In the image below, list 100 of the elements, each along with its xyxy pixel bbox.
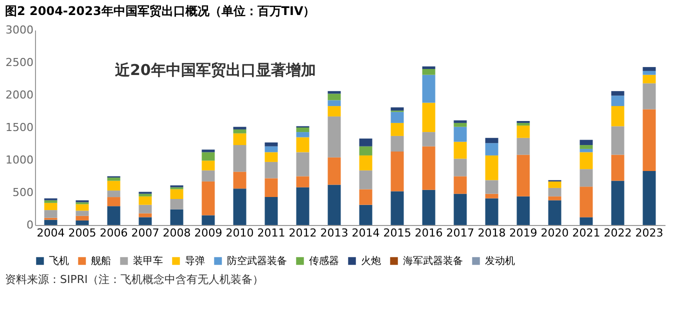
bar: [264, 146, 278, 152]
x-tick-label: 2013: [320, 226, 348, 240]
bar: [138, 217, 152, 225]
chart-title: 图2 2004-2023年中国军贸出口概况（单位：百万TIV）: [5, 4, 316, 18]
bar: [454, 122, 467, 127]
bar: [264, 162, 278, 178]
bar: [296, 132, 310, 138]
y-tick-label: 2000: [6, 88, 34, 102]
bar: [422, 146, 436, 190]
bar: [328, 106, 341, 116]
bar: [138, 213, 152, 218]
bar: [422, 132, 436, 146]
bar: [170, 189, 184, 199]
bar: [359, 155, 372, 170]
bar: [233, 133, 246, 146]
bar: [580, 186, 593, 218]
bar: [233, 129, 246, 134]
bar: [422, 69, 436, 75]
bar: [107, 190, 120, 198]
bar: [359, 138, 372, 146]
bar: [611, 91, 624, 96]
bar: [611, 106, 624, 126]
bar: [44, 200, 58, 203]
bar: [328, 91, 341, 94]
bar: [390, 107, 404, 111]
bar: [548, 196, 562, 200]
bar: [138, 196, 152, 205]
bar: [76, 204, 89, 211]
bar: [642, 67, 656, 71]
bar: [548, 181, 562, 188]
y-tick-label: 3000: [6, 24, 34, 36]
bar: [296, 176, 310, 188]
bar: [328, 157, 341, 185]
bar: [202, 150, 215, 152]
bar: [170, 209, 184, 225]
bar: [454, 176, 467, 194]
y-tick-label: 0: [26, 218, 34, 232]
bar: [390, 136, 404, 152]
bar: [390, 122, 404, 136]
bar: [107, 178, 120, 181]
legend-label: 发动机: [485, 255, 515, 267]
bar: [328, 100, 341, 106]
bar: [422, 74, 436, 103]
bar: [296, 152, 310, 176]
bar: [202, 152, 215, 161]
bar: [485, 143, 498, 156]
bar: [264, 152, 278, 162]
bar: [44, 210, 58, 218]
bar: [642, 70, 656, 75]
bar: [422, 102, 436, 132]
bar: [611, 180, 624, 225]
legend-label: 装甲车: [133, 255, 163, 267]
bar: [485, 180, 498, 194]
bar: [611, 154, 624, 181]
bar: [107, 197, 120, 206]
bar: [580, 145, 593, 149]
bar: [580, 140, 593, 146]
bar: [233, 172, 246, 189]
x-tick-label: 2021: [572, 226, 600, 240]
bar: [44, 202, 58, 210]
y-tick-label: 1500: [6, 121, 34, 134]
bar: [76, 216, 89, 220]
bar: [422, 190, 436, 225]
bar: [264, 142, 278, 146]
bar: [138, 194, 152, 196]
x-tick-label: 2014: [352, 226, 380, 240]
bar: [516, 126, 530, 138]
annotation: 近20年中国军贸出口显著增加: [114, 61, 316, 79]
bar: [359, 146, 372, 156]
bar: [296, 128, 310, 132]
bar: [454, 126, 467, 142]
x-tick-label: 2008: [162, 226, 191, 240]
bar: [138, 204, 152, 214]
bar: [642, 109, 656, 172]
bar: [390, 112, 404, 123]
bar: [202, 215, 215, 225]
bar: [359, 170, 372, 190]
x-tick-label: 2016: [414, 226, 443, 240]
bar: [580, 217, 593, 225]
bar: [642, 83, 656, 110]
bar: [296, 137, 310, 152]
bar: [548, 188, 562, 196]
bar: [611, 96, 624, 106]
bar: [202, 170, 215, 182]
bar: [328, 116, 341, 158]
bar: [580, 148, 593, 152]
x-tick-label: 2004: [36, 226, 65, 240]
x-tick-label: 2019: [509, 226, 538, 240]
text: 资料来源：SIPRI（注：飞机概念中含有无人机装备）: [5, 273, 264, 286]
x-tick-label: 2015: [383, 226, 412, 240]
bar: [359, 204, 372, 225]
bar: [359, 189, 372, 205]
x-tick-label: 2018: [478, 226, 506, 240]
bar: [328, 94, 341, 100]
x-tick-label: 2007: [131, 226, 160, 240]
y-tick-label: 500: [12, 186, 34, 199]
bar: [485, 194, 498, 198]
y-tick-label: 1000: [6, 154, 34, 166]
bar: [485, 138, 498, 144]
bar: [642, 171, 656, 225]
